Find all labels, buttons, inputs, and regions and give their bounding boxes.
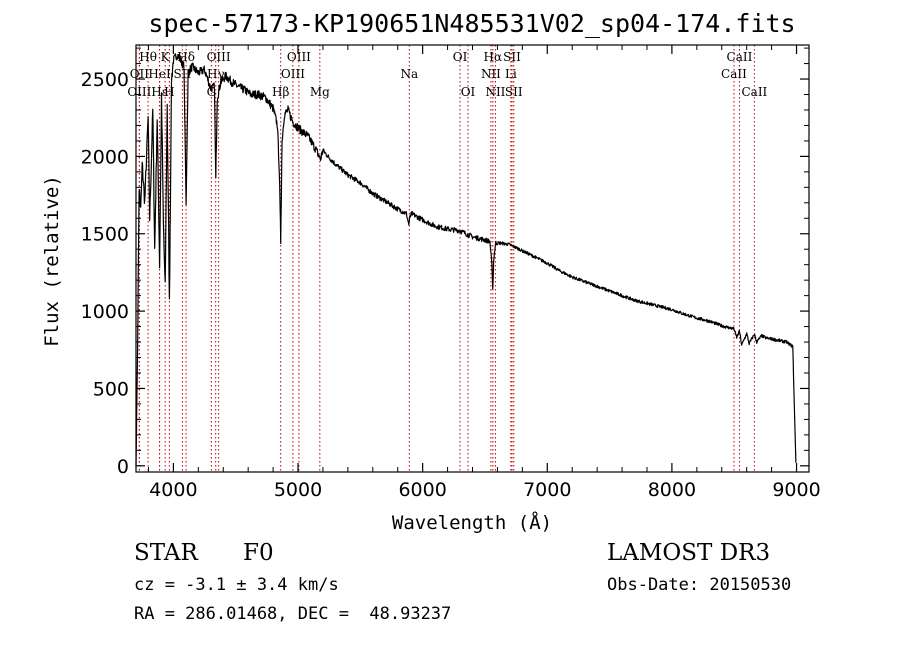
line-label-8: SII — [174, 67, 192, 81]
y-tick-label-1: 500 — [93, 378, 129, 400]
x-tick-label-2: 6000 — [398, 479, 446, 501]
line-label-21: NII — [481, 67, 501, 81]
y-tick-label-2: 1000 — [81, 301, 129, 323]
line-label-13: OIII — [287, 50, 311, 64]
object-class: STAR — [134, 540, 198, 566]
line-label-23: NII — [485, 85, 505, 99]
line-label-1: OII — [130, 67, 150, 81]
line-label-12: Hβ — [272, 85, 289, 99]
y-tick-label-0: 0 — [117, 456, 129, 478]
x-axis: 4000 5000 6000 7000 8000 9000 — [147, 45, 821, 501]
spectrum-line — [135, 53, 797, 466]
line-label-22: Li — [505, 67, 517, 81]
plot-frame — [135, 44, 810, 473]
line-label-27: CaII — [741, 85, 767, 99]
x-tick-label-1: 5000 — [274, 479, 322, 501]
x-tick-label-0: 4000 — [149, 479, 197, 501]
line-label-24: SII — [505, 85, 523, 99]
line-label-11: G — [207, 85, 217, 99]
y-axis-label: Flux (relative) — [41, 175, 63, 347]
line-label-26: CaII — [721, 67, 747, 81]
line-label-18: OI — [461, 85, 476, 99]
line-label-15: Mg — [310, 85, 330, 99]
y-tick-label-5: 2500 — [81, 69, 129, 91]
x-tick-label-3: 7000 — [523, 479, 571, 501]
line-label-2: OIII — [127, 85, 151, 99]
line-label-5: K — [161, 50, 171, 64]
line-label-19: Hα — [484, 50, 503, 64]
line-label-6: H — [164, 85, 174, 99]
y-tick-label-4: 2000 — [81, 146, 129, 168]
survey-name: LAMOST DR3 — [607, 540, 771, 566]
line-label-17: OI — [453, 50, 468, 64]
x-tick-label-4: 8000 — [648, 479, 696, 501]
x-axis-label: Wavelength (Å) — [392, 511, 552, 534]
line-label-16: Na — [400, 67, 418, 81]
line-label-14: OIII — [281, 67, 305, 81]
emission-line-markers — [138, 45, 755, 472]
y-tick-label-3: 1500 — [81, 224, 129, 246]
line-label-0: Hθ — [139, 50, 157, 64]
coordinates: RA = 286.01468, DEC = 48.93237 — [134, 604, 452, 624]
line-label-25: CaII — [727, 50, 753, 64]
x-tick-label-5: 9000 — [772, 479, 820, 501]
line-label-4: HeI — [148, 67, 171, 81]
line-label-20: SII — [503, 50, 521, 64]
spectral-subclass: F0 — [243, 540, 274, 566]
chart-title: spec-57173-KP190651N485531V02_sp04-174.f… — [148, 9, 795, 38]
line-label-3: Hε — [151, 85, 168, 99]
line-label-9: OIII — [207, 50, 231, 64]
y-axis: 0 500 1000 1500 2000 2500 — [81, 47, 809, 478]
obs-date: Obs-Date: 20150530 — [607, 575, 792, 595]
redshift-readout: cz = -3.1 ± 3.4 km/s — [134, 575, 339, 595]
line-label-10: Hγ — [207, 67, 225, 81]
